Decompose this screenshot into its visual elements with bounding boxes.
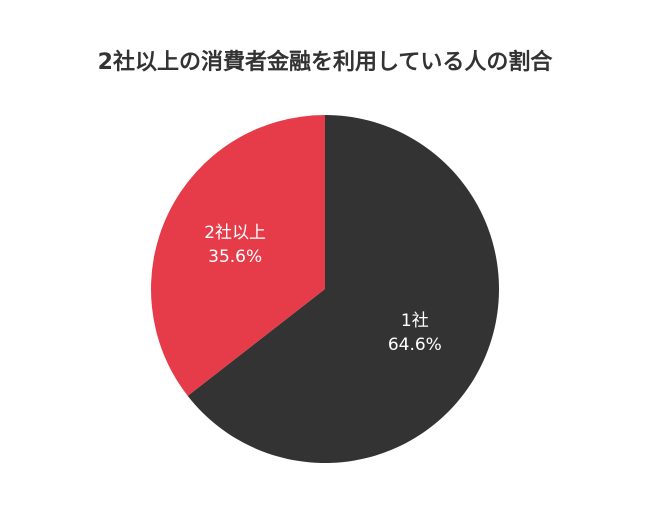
slice-value-label: 35.6% [208, 247, 262, 267]
pie-slice [187, 115, 500, 464]
slice-label: 1社 [401, 311, 429, 331]
slice-value-label: 64.6% [388, 335, 442, 355]
pie-slice [151, 115, 325, 396]
chart-title: 2社以上の消費者金融を利用している人の割合 [98, 49, 554, 75]
slice-label: 2社以上 [204, 223, 266, 243]
